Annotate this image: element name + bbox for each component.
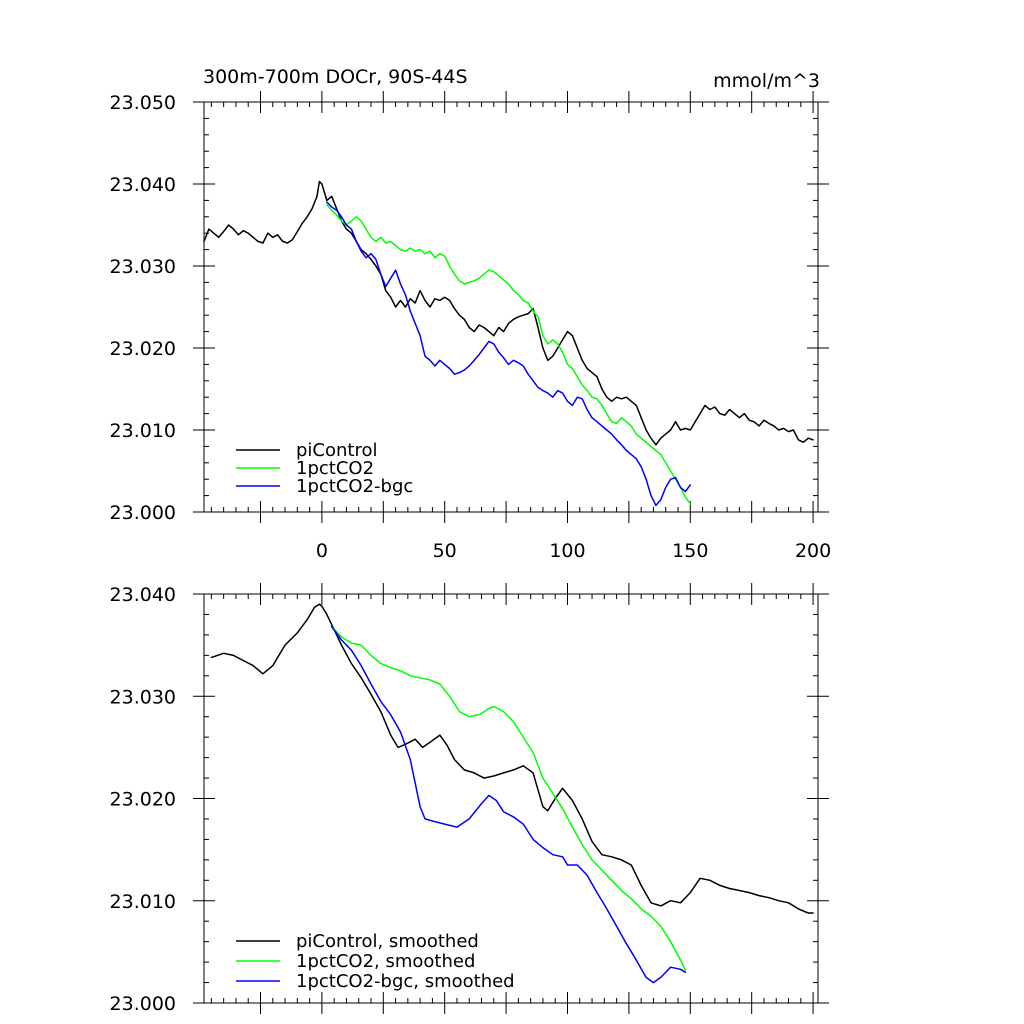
y-tick-label: 23.050 bbox=[110, 92, 176, 114]
y-tick-label: 23.030 bbox=[110, 686, 176, 708]
legend-label: 1pctCO2, smoothed bbox=[296, 951, 475, 972]
legend-label: 1pctCO2-bgc, smoothed bbox=[296, 971, 515, 992]
series-line bbox=[326, 203, 692, 505]
x-tick-label: 200 bbox=[795, 540, 831, 562]
y-tick-label: 23.010 bbox=[110, 420, 176, 442]
chart-title: 300m-700m DOCr, 90S-44S bbox=[203, 66, 468, 88]
y-tick-label: 23.020 bbox=[110, 338, 176, 360]
series-line bbox=[330, 625, 687, 972]
series-line bbox=[326, 201, 692, 507]
x-tick-label: 100 bbox=[549, 540, 585, 562]
y-tick-label: 23.000 bbox=[110, 502, 176, 524]
legend-label: piControl, smoothed bbox=[296, 931, 479, 952]
y-tick-label: 23.040 bbox=[110, 584, 176, 606]
x-tick-label: 150 bbox=[672, 540, 708, 562]
x-tick-label: 0 bbox=[316, 540, 328, 562]
y-tick-label: 23.030 bbox=[110, 256, 176, 278]
units-label: mmol/m^3 bbox=[713, 70, 820, 92]
y-tick-label: 23.000 bbox=[110, 993, 176, 1015]
x-tick-label: 50 bbox=[433, 540, 457, 562]
top-panel: 300m-700m DOCr, 90S-44S mmol/m^3 0 50 100 1… bbox=[110, 66, 832, 562]
plot-frame bbox=[203, 101, 819, 513]
series-line bbox=[210, 603, 814, 914]
y-tick-label: 23.020 bbox=[110, 789, 176, 811]
y-tick-label: 23.010 bbox=[110, 891, 176, 913]
series-line bbox=[203, 180, 814, 446]
legend-label: 1pctCO2-bgc bbox=[296, 476, 413, 497]
y-tick-label: 23.040 bbox=[110, 174, 176, 196]
bottom-panel: 23.000 23.010 23.020 23.030 23.040 piControl,… bbox=[110, 583, 829, 1015]
legend-label: 1pctCO2 bbox=[296, 458, 374, 479]
series-line bbox=[330, 625, 687, 984]
legend-label: piControl bbox=[296, 440, 378, 461]
